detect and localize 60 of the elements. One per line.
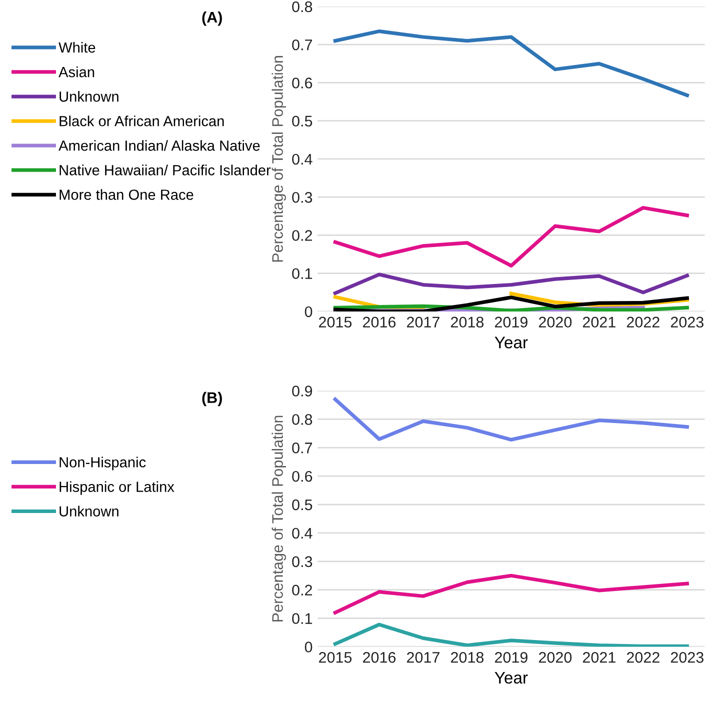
line-series (333, 398, 689, 442)
chart-title: (B) (202, 392, 222, 406)
x-tick-label: 2017 (406, 316, 440, 328)
x-tick-label: 2016 (362, 652, 396, 663)
x-tick-label: 2020 (538, 652, 572, 663)
y-tick-label: 0.5 (292, 116, 312, 127)
y-tick-label: 0.6 (292, 78, 312, 88)
y-axis-title: Percentage of Total Population (272, 416, 286, 622)
y-tick-label: 0.3 (292, 556, 312, 568)
y-tick-label: 0.4 (292, 154, 312, 165)
x-tick-label: 2019 (494, 652, 528, 663)
y-tick-label: 0 (304, 306, 312, 318)
x-tick-label: 2021 (582, 652, 616, 663)
y-tick-label: 0.7 (292, 39, 312, 50)
y-tick-label: 0.8 (292, 414, 312, 425)
y-tick-label: 0.8 (292, 1, 312, 12)
line-series (333, 622, 689, 647)
y-tick-label: 0.3 (292, 192, 312, 203)
x-tick-label: 2016 (362, 316, 396, 328)
legend-label: Asian (58, 66, 94, 78)
x-tick-label: 2023 (670, 652, 704, 663)
legend-label: Unknown (60, 506, 118, 516)
y-tick-label: 0.9 (292, 386, 312, 396)
line-series (333, 206, 689, 268)
line-series (333, 272, 689, 295)
line-series (333, 296, 689, 312)
x-tick-label: 2023 (670, 316, 704, 328)
x-tick-label: 2015 (319, 652, 352, 663)
line-series (333, 29, 689, 98)
y-tick-label: 0.2 (292, 584, 312, 596)
y-tick-label: 0 (304, 642, 312, 652)
legend-label: Unknown (60, 91, 118, 102)
x-tick-label: 2020 (538, 316, 572, 328)
x-tick-label: 2022 (626, 652, 660, 663)
x-axis-title: Year (494, 336, 528, 348)
legend-label: American Indian/ Alaska Native (58, 140, 260, 151)
legend-label: Hispanic or Latinx (60, 481, 174, 495)
x-tick-label: 2017 (406, 652, 440, 663)
x-axis-title: Year (494, 672, 528, 684)
y-tick-label: 0.2 (292, 230, 312, 241)
y-tick-label: 0.1 (292, 268, 312, 280)
y-tick-label: 0.4 (292, 528, 312, 539)
legend-label: Native Hawaiian/ Pacific Islander (60, 164, 271, 176)
x-tick-label: 2018 (450, 652, 484, 663)
y-tick-label: 0.1 (292, 613, 312, 624)
y-tick-label: 0.5 (292, 499, 312, 510)
legend-label: Black or African American (60, 116, 224, 126)
legend-label: More than One Race (60, 189, 194, 200)
legend-label: White (58, 42, 96, 53)
y-tick-label: 0.6 (292, 470, 312, 482)
chart-title: (A) (202, 11, 222, 26)
x-tick-label: 2019 (494, 316, 528, 328)
y-tick-label: 0.7 (292, 442, 312, 454)
x-tick-label: 2018 (450, 316, 484, 328)
x-tick-label: 2021 (582, 316, 616, 328)
legend-label: Non-Hispanic (60, 456, 146, 470)
line-series (333, 574, 689, 614)
y-axis-title: Percentage of Total Population (272, 56, 286, 262)
x-tick-label: 2015 (319, 316, 352, 328)
x-tick-label: 2022 (626, 316, 660, 328)
